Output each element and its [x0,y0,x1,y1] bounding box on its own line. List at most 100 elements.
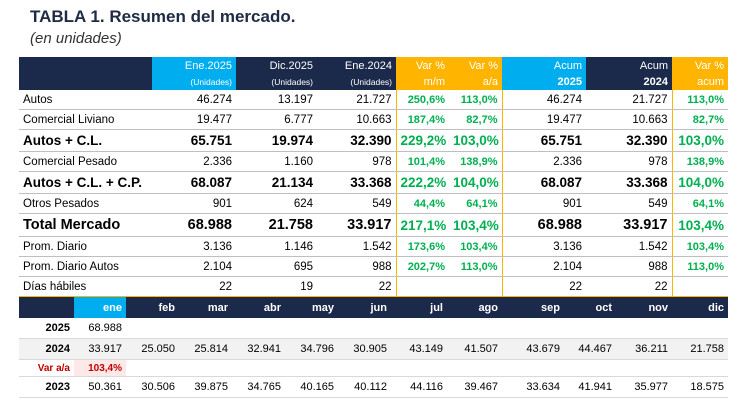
cell: 103,4% [449,213,503,237]
month-header: ago [447,297,502,318]
cell: 68.087 [502,171,586,194]
month-cell: 34.796 [285,338,338,360]
month-cell [126,359,179,377]
cell: 104,0% [449,171,503,194]
month-header: nov [616,297,672,318]
year-label: 2023 [19,376,74,398]
month-cell: 34.765 [232,376,285,398]
month-cell: 25.814 [179,338,232,360]
cell: 988 [586,256,672,277]
cell: 173,6% [395,236,449,257]
month-cell [447,318,502,339]
month-cell: 39.875 [179,376,232,398]
cell: 695 [236,256,317,277]
cell: 65.751 [152,129,236,152]
cell: 103,0% [671,129,728,152]
row-label: Prom. Diario [19,236,152,257]
header-dic2025: Dic.2025 [236,57,317,74]
cell: 202,7% [395,256,449,277]
cell [449,276,503,297]
month-cell: 40.165 [285,376,338,398]
row-label: Prom. Diario Autos [19,256,152,277]
header-ene2024: Ene.2024 [317,57,396,74]
month-cell [564,318,616,339]
cell: 222,2% [395,171,449,194]
cell: 217,1% [395,213,449,237]
cell: 113,0% [449,256,503,277]
cell: 46.274 [152,90,236,110]
table-row: Prom. Diario 3.136 1.146 1.542 173,6% 10… [19,236,728,257]
month-header: mar [179,297,232,318]
month-header: ene [74,297,126,318]
month-cell [672,318,728,339]
month-cell: 30.905 [338,338,391,360]
month-cell [285,359,338,377]
cell: 1.542 [317,236,396,257]
cell: 101,4% [395,151,449,172]
table-row: Comercial Pesado 2.336 1.160 978 101,4% … [19,151,728,172]
month-cell: 103,4% [74,359,126,377]
month-header: jul [391,297,447,318]
cell: 19.477 [152,109,236,130]
cell: 44,4% [395,193,449,214]
month-cell: 21.758 [672,338,728,360]
month-cell: 41.941 [564,376,616,398]
month-cell [179,359,232,377]
cell: 22 [502,276,586,297]
month-cell: 43.149 [391,338,447,360]
header-blank [19,57,152,74]
month-cell: 50.361 [74,376,126,398]
month-cell [447,359,502,377]
cell: 33.368 [317,171,396,194]
monthly-table: ene feb mar abr may jun jul ago sep oct … [19,297,728,398]
cell: 988 [317,256,396,277]
row-label: Autos + C.L. [19,129,152,152]
cell: 33.917 [586,213,672,237]
cell: 6.777 [236,109,317,130]
month-cell: 44.116 [391,376,447,398]
month-cell [232,359,285,377]
cell: 3.136 [152,236,236,257]
cell: 82,7% [449,109,503,130]
header-var-mm: Var % [396,57,449,74]
month-cell: 18.575 [672,376,728,398]
cell: 104,0% [671,171,728,194]
month-cell: 39.467 [447,376,502,398]
cell: 103,4% [449,236,503,257]
row-label: Autos [19,90,152,110]
cell: 64,1% [671,193,728,214]
month-cell [391,359,447,377]
header-acum: acum [672,74,728,90]
month-cell [179,318,232,339]
cell: 250,6% [395,90,449,110]
header-var-acum: Var % [672,57,728,74]
month-cell [564,359,616,377]
cell: 21.134 [236,171,317,194]
cell: 21.727 [586,90,672,110]
cell: 82,7% [671,109,728,130]
cell: 901 [502,193,586,214]
month-cell: 43.679 [502,338,564,360]
cell: 113,0% [449,90,503,110]
header-unidades-3: (Unidades) [317,74,396,90]
monthly-header-row: ene feb mar abr may jun jul ago sep oct … [19,297,728,318]
cell: 19.477 [502,109,586,130]
cell: 138,9% [671,151,728,172]
header-2025: 2025 [502,74,586,90]
cell: 2.336 [502,151,586,172]
page-title: TABLA 1. Resumen del mercado. [30,7,296,26]
cell: 68.087 [152,171,236,194]
month-cell: 33.634 [502,376,564,398]
monthly-row: 2024 33.917 25.050 25.814 32.941 34.796 … [19,338,728,360]
month-header: dic [672,297,728,318]
header-2024: 2024 [586,74,672,90]
row-label: Otros Pesados [19,193,152,214]
header-ene2025: Ene.2025 [152,57,236,74]
month-cell [338,318,391,339]
cell: 3.136 [502,236,586,257]
month-cell: 44.467 [564,338,616,360]
table-row: Días hábiles 22 19 22 22 22 [19,276,728,297]
month-cell: 25.050 [126,338,179,360]
cell: 549 [317,193,396,214]
table-row: Autos + C.L. 65.751 19.974 32.390 229,2%… [19,129,728,152]
